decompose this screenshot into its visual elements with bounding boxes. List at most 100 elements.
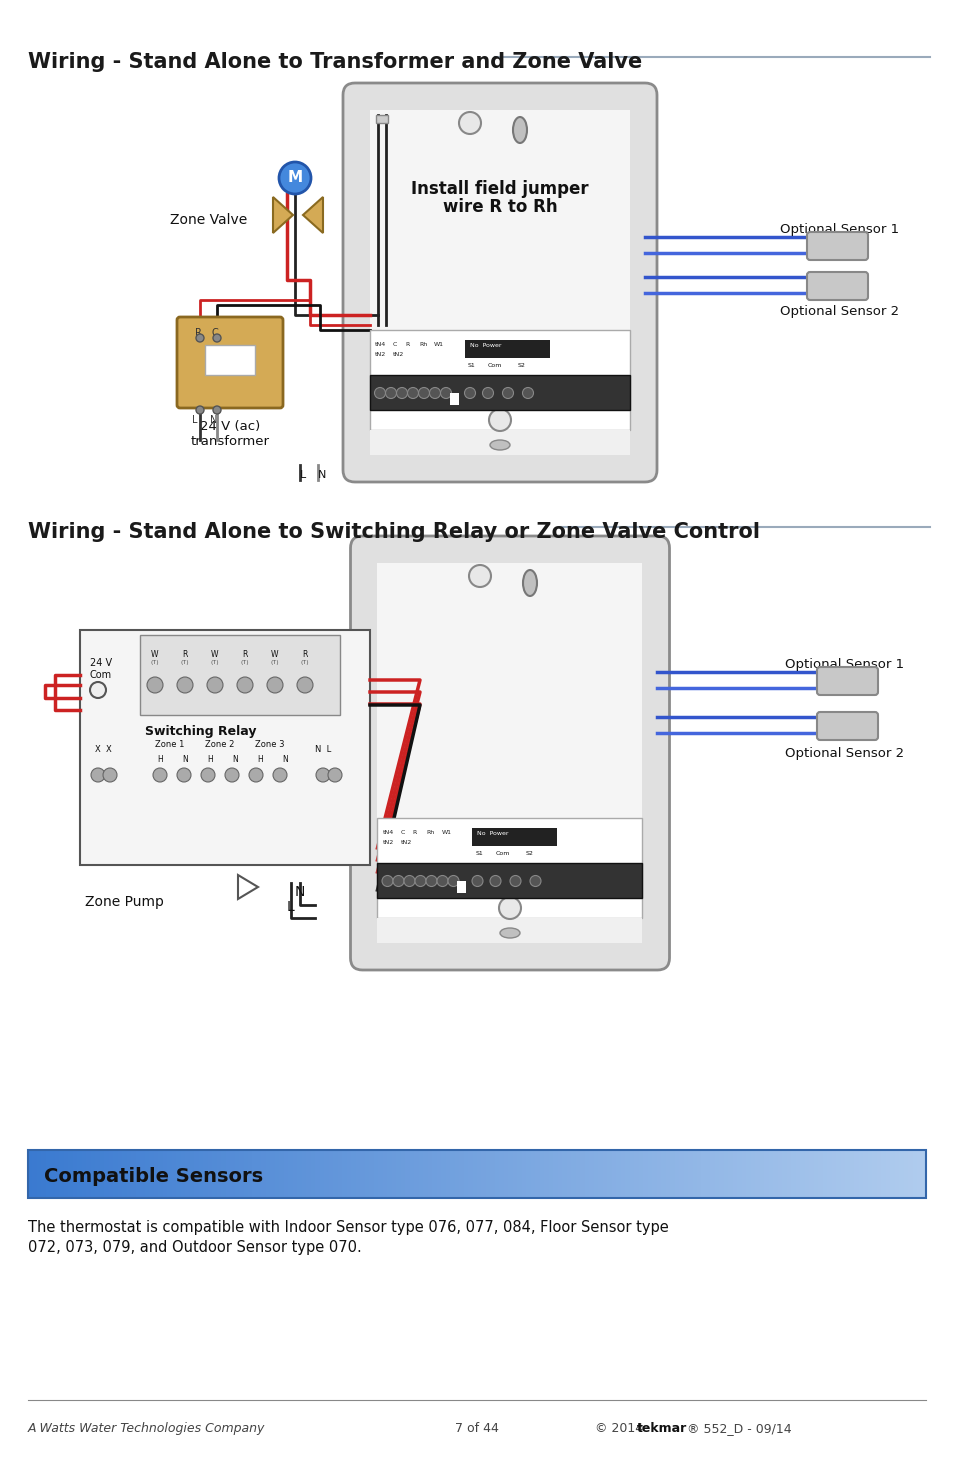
Bar <box>145 1150 150 1198</box>
Bar <box>216 1150 222 1198</box>
Bar <box>813 1150 819 1198</box>
Bar <box>544 1150 549 1198</box>
Ellipse shape <box>522 569 537 596</box>
Text: C: C <box>212 327 218 338</box>
Circle shape <box>440 388 451 398</box>
Circle shape <box>195 333 204 342</box>
Bar <box>256 1150 262 1198</box>
Text: (T): (T) <box>180 659 189 665</box>
Bar <box>82 1150 88 1198</box>
Bar <box>284 1150 289 1198</box>
Text: Rh: Rh <box>426 830 435 835</box>
Bar <box>647 1150 653 1198</box>
Text: N: N <box>317 471 326 479</box>
Bar <box>69 1150 73 1198</box>
Bar <box>853 1150 859 1198</box>
Bar <box>55 1150 60 1198</box>
Circle shape <box>393 876 403 886</box>
Bar <box>395 1150 401 1198</box>
Circle shape <box>375 388 385 398</box>
Bar <box>180 1150 186 1198</box>
Bar <box>185 1150 191 1198</box>
Text: L: L <box>299 471 306 479</box>
Bar <box>239 1150 244 1198</box>
Circle shape <box>195 406 204 414</box>
Bar <box>253 1150 257 1198</box>
Bar <box>463 881 466 892</box>
Circle shape <box>267 677 283 693</box>
Circle shape <box>490 876 500 886</box>
Bar <box>503 1150 509 1198</box>
Bar <box>72 1150 78 1198</box>
Bar <box>763 1150 769 1198</box>
Bar <box>288 1150 294 1198</box>
Bar <box>760 1150 764 1198</box>
Text: (T): (T) <box>271 659 279 665</box>
Bar <box>423 1150 428 1198</box>
Bar <box>741 1150 746 1198</box>
Text: Com: Com <box>90 670 112 680</box>
Text: N: N <box>232 755 237 764</box>
Circle shape <box>213 333 221 342</box>
Bar <box>392 1150 396 1198</box>
Bar <box>104 1150 110 1198</box>
Bar <box>351 1150 356 1198</box>
Circle shape <box>472 876 482 886</box>
Bar <box>495 1150 500 1198</box>
Text: R: R <box>412 830 416 835</box>
Bar <box>862 1150 868 1198</box>
Text: Switching Relay: Switching Relay <box>145 726 256 738</box>
Circle shape <box>296 677 313 693</box>
Bar <box>517 1150 522 1198</box>
Bar <box>719 1150 724 1198</box>
Circle shape <box>147 677 163 693</box>
Bar <box>234 1150 240 1198</box>
Bar <box>889 1150 895 1198</box>
Bar <box>370 330 629 431</box>
Bar <box>140 1150 146 1198</box>
Bar <box>212 1150 217 1198</box>
Bar <box>871 1150 877 1198</box>
Bar <box>916 1150 922 1198</box>
Bar <box>732 1150 738 1198</box>
Text: Zone Pump: Zone Pump <box>85 895 164 909</box>
Text: 24 V: 24 V <box>90 658 112 668</box>
Bar <box>460 881 463 892</box>
Bar <box>293 1150 298 1198</box>
Circle shape <box>436 876 448 886</box>
Bar <box>876 1150 882 1198</box>
Bar <box>777 1150 782 1198</box>
Text: Compatible Sensors: Compatible Sensors <box>44 1167 263 1186</box>
Bar <box>881 1150 885 1198</box>
FancyBboxPatch shape <box>816 712 877 740</box>
Bar <box>28 1150 925 1198</box>
Bar <box>127 1150 132 1198</box>
Text: © 2014: © 2014 <box>595 1422 646 1435</box>
Text: transformer: transformer <box>191 435 269 448</box>
Bar <box>728 1150 733 1198</box>
Bar <box>773 1150 778 1198</box>
Text: S1: S1 <box>475 851 483 855</box>
Bar <box>642 1150 648 1198</box>
Bar <box>374 1150 379 1198</box>
Text: No  Power: No Power <box>477 830 509 836</box>
Text: tN2: tN2 <box>375 353 386 357</box>
Text: tN4: tN4 <box>382 830 394 835</box>
Circle shape <box>385 388 396 398</box>
Circle shape <box>381 876 393 886</box>
Bar <box>382 1150 388 1198</box>
Bar <box>781 1150 787 1198</box>
Bar <box>485 1150 491 1198</box>
Bar <box>454 1150 459 1198</box>
Bar <box>193 1150 199 1198</box>
Bar <box>894 1150 899 1198</box>
Bar <box>440 1150 446 1198</box>
Circle shape <box>498 897 520 919</box>
Bar <box>606 1150 612 1198</box>
Circle shape <box>510 876 520 886</box>
Bar <box>481 1150 486 1198</box>
Ellipse shape <box>499 928 519 938</box>
Circle shape <box>236 677 253 693</box>
Text: tN2: tN2 <box>382 839 394 845</box>
Bar <box>808 1150 814 1198</box>
